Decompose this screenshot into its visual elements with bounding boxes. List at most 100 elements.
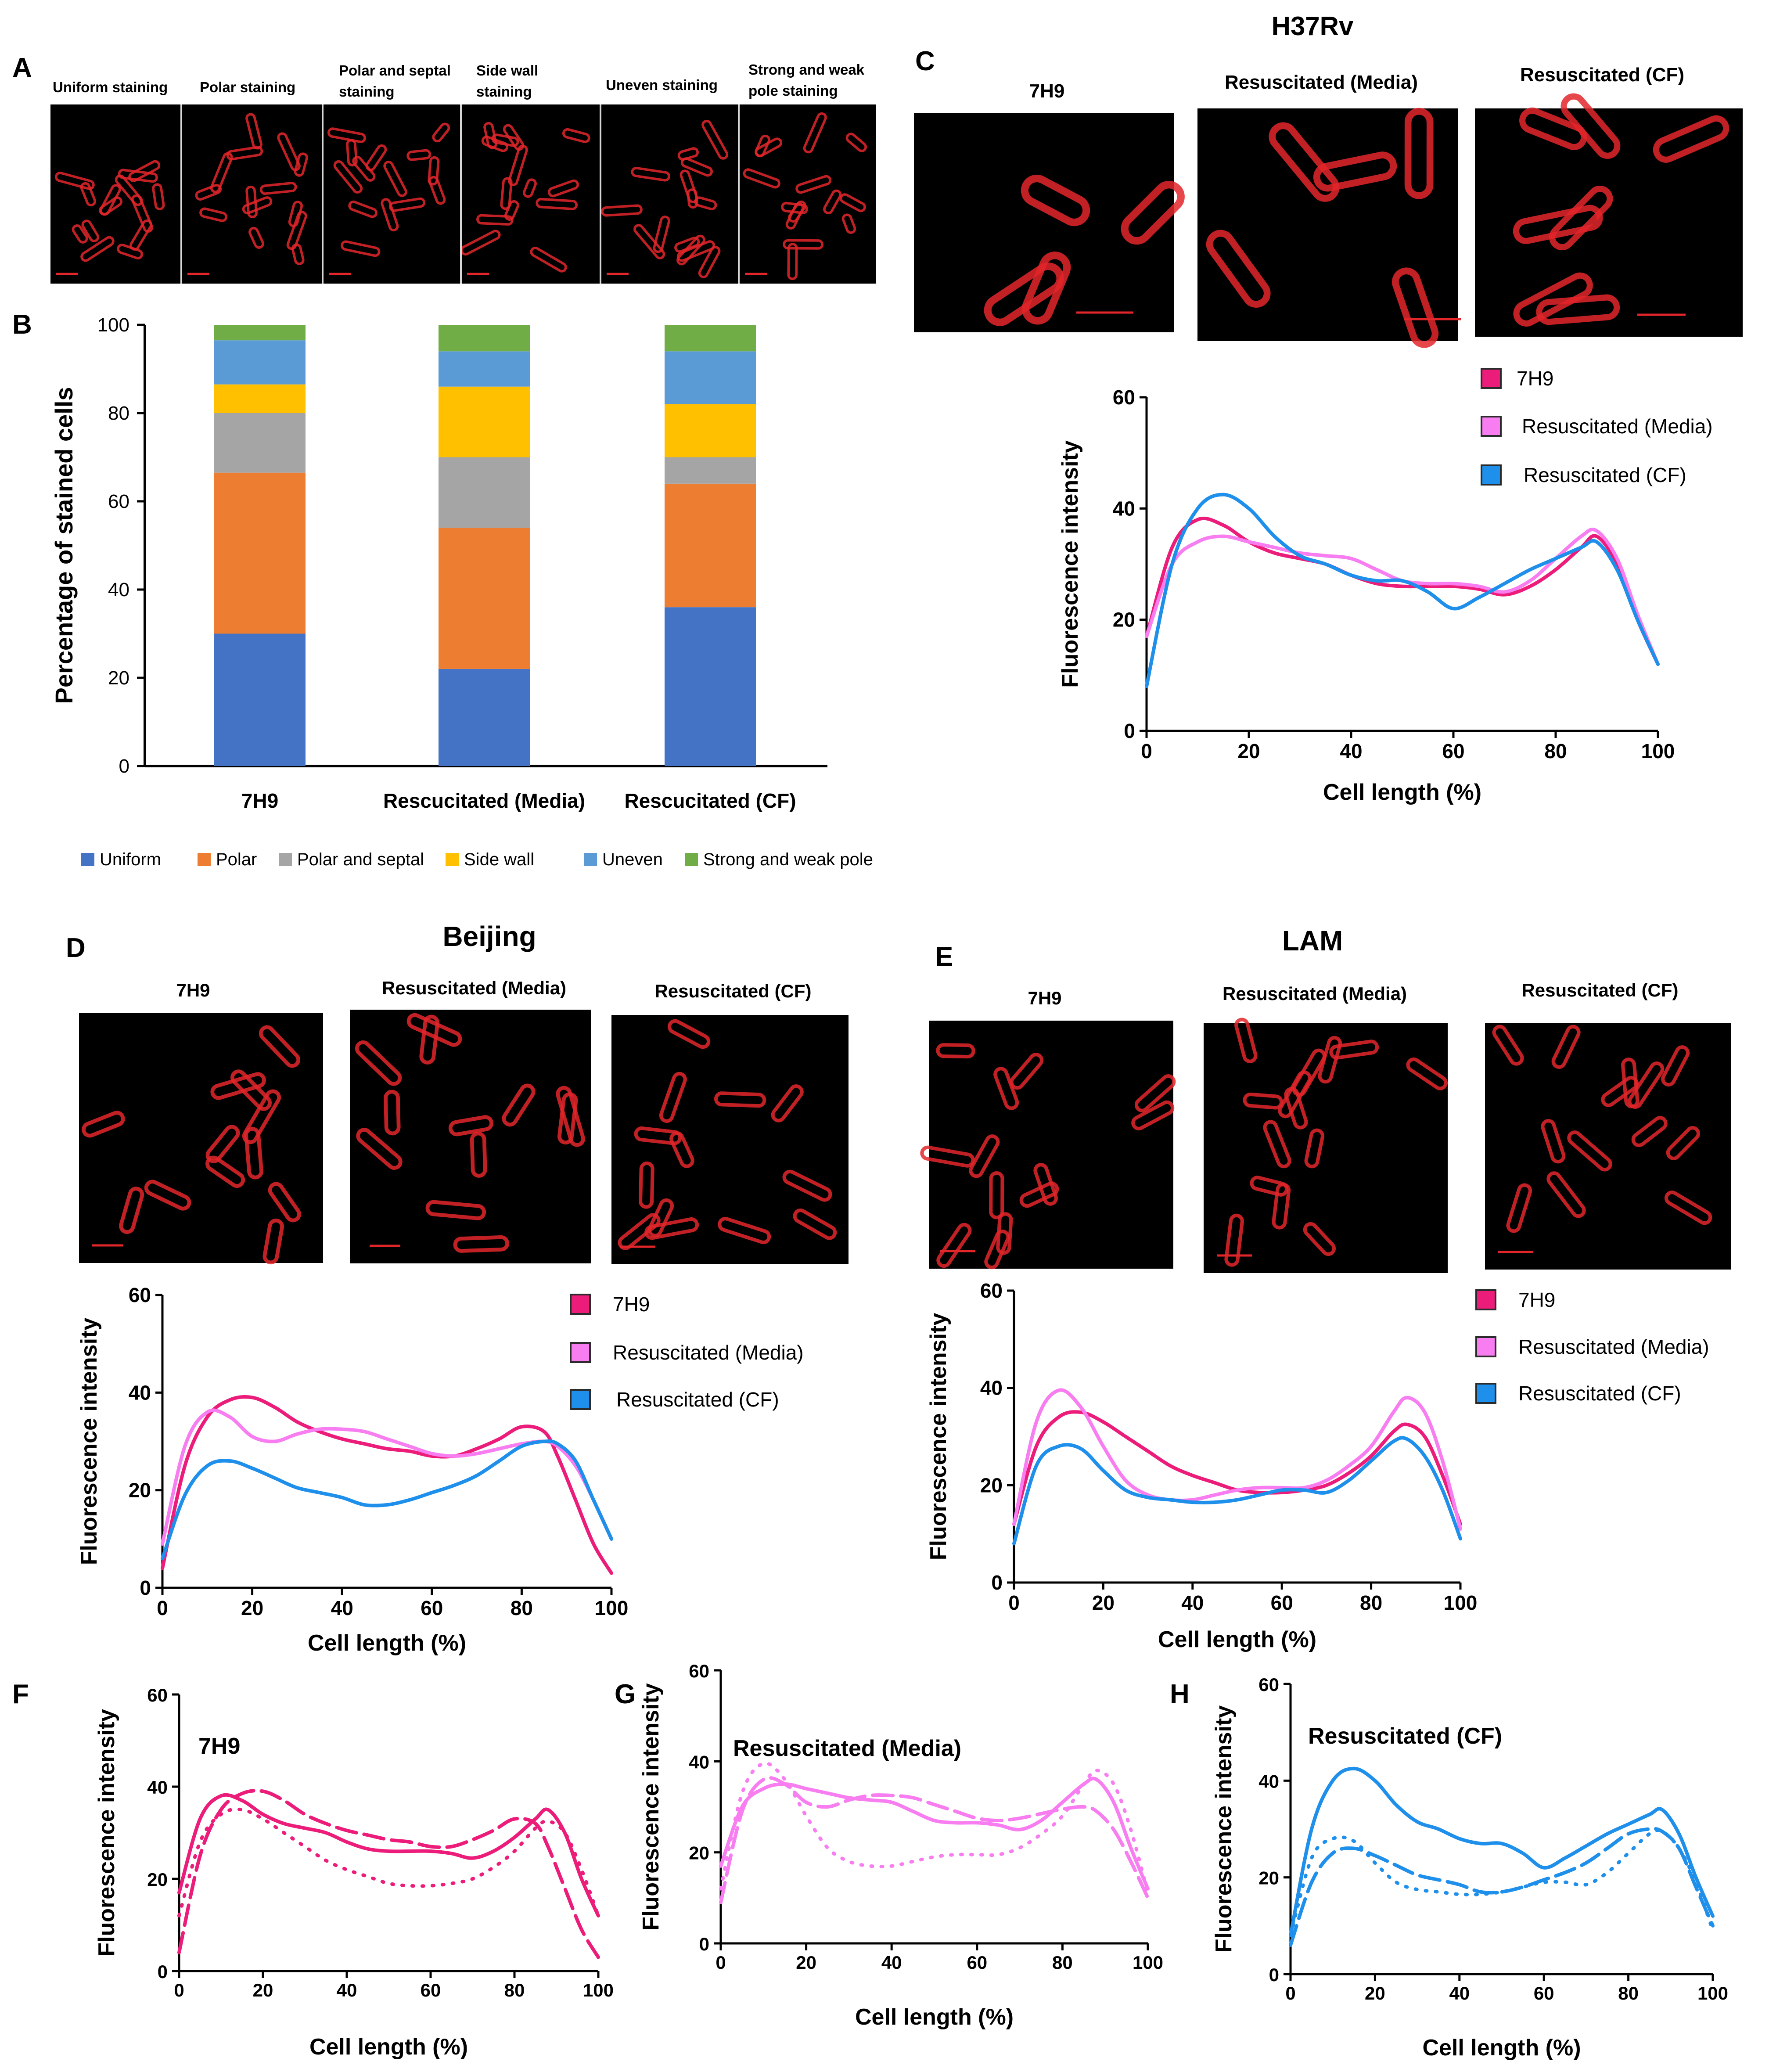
bacterium-cell [1506, 1183, 1532, 1233]
bacterium-cell [80, 236, 115, 262]
h-y-tick-label: 40 [1258, 1771, 1279, 1791]
bacterium-cell [81, 219, 100, 242]
c-series-line [1145, 527, 1660, 666]
bacterium-cell [500, 177, 513, 210]
e-strain-title: LAM [1282, 925, 1343, 957]
bacterium-cell [1243, 1092, 1284, 1110]
g-series-line [719, 1761, 1150, 1895]
a-images-background [324, 105, 460, 283]
h-y-tick-label: 20 [1258, 1868, 1279, 1889]
bacterium-cell [448, 1115, 494, 1137]
h-y-axis-title: Fluorescence intensity [1211, 1705, 1237, 1953]
f-y-tick-label: 0 [158, 1961, 168, 1982]
d-series-line [161, 1395, 613, 1575]
b-bar-segment [665, 457, 756, 484]
e-series-line [1012, 1436, 1462, 1546]
g-y-tick-label: 20 [689, 1843, 709, 1863]
bacterium-cell [785, 202, 804, 230]
bacterium-cell [210, 152, 233, 193]
bacterium-cell [199, 207, 228, 222]
bacterium-cell [294, 152, 308, 177]
bacterium-cell [1272, 1183, 1291, 1230]
bacterium-cell [432, 122, 450, 143]
d-x-tick-label: 80 [511, 1597, 533, 1619]
b-y-axis-title: Percentage of stained cells [50, 387, 78, 704]
bacterium-cell [210, 1072, 266, 1100]
bacterium-cell [99, 184, 121, 216]
panel-d-chart: 0 20 40 60 0 20 40 60 80 100 Cell length (%) Fluore… [76, 1284, 628, 1656]
g-series-line [719, 1777, 1150, 1891]
bacterium-cell [355, 1040, 402, 1086]
bacterium-cell [1628, 1061, 1665, 1109]
legend-swatch [1481, 368, 1502, 389]
bacterium-cell [384, 1090, 401, 1136]
panel-letter-f: F [12, 1679, 29, 1709]
b-bar-segment [439, 386, 530, 457]
b-bar-segment [439, 325, 530, 352]
h-y-tick-label: 0 [1269, 1964, 1279, 1985]
b-y-tick-label: 40 [108, 579, 129, 601]
c-y-axis-title: Fluorescence intensity [1057, 440, 1083, 688]
bacterium-cell [1551, 1025, 1581, 1069]
bacterium-cell [226, 146, 263, 161]
bacterium-cell [781, 201, 808, 215]
bacterium-cell [1664, 1191, 1712, 1225]
bacterium-cell [547, 179, 579, 198]
e-x-tick-label: 80 [1360, 1591, 1382, 1614]
bacterium-cell [453, 1235, 510, 1253]
b-bar-segment [439, 669, 530, 766]
g-x-tick-label: 0 [716, 1952, 726, 1973]
f-x-tick-label: 40 [337, 1980, 357, 2000]
d-series-line [161, 1439, 613, 1561]
bacterium-cell [787, 243, 798, 281]
legend-label: Resuscitated (Media) [1518, 1335, 1709, 1358]
b-bar-segment [214, 340, 306, 385]
c-y-tick-label: 20 [1113, 608, 1135, 631]
h-title: Resuscitated (CF) [1308, 1723, 1502, 1749]
c-images-background [1197, 108, 1458, 341]
g-x-tick-label: 100 [1133, 1952, 1163, 1973]
bacterium-cell [633, 224, 665, 259]
bacterium-cell [291, 243, 305, 265]
d-x-axis-title: Cell length (%) [308, 1630, 466, 1656]
d-label-cf: Resuscitated (CF) [654, 981, 811, 1001]
g-y-axis-title: Fluorescence intensity [638, 1683, 664, 1931]
bacterium-cell [1653, 115, 1729, 163]
bacterium-cell [989, 1171, 1004, 1219]
h-series-line [1289, 1766, 1715, 1937]
c-label-cf: Resuscitated (CF) [1520, 64, 1684, 86]
bacterium-cell [1661, 1045, 1690, 1086]
bacterium-cell [1234, 1018, 1258, 1063]
bacterium-cell [381, 198, 399, 232]
e-y-tick-label: 20 [980, 1474, 1003, 1496]
bacterium-cell [714, 1091, 766, 1108]
bacterium-cell [845, 133, 867, 152]
bacterium-cell [803, 112, 827, 154]
bacterium-cell [406, 149, 431, 161]
legend-label: Resuscitated (CF) [1524, 464, 1686, 486]
c-label-7h9: 7H9 [1029, 80, 1065, 102]
h-x-tick-label: 20 [1365, 1983, 1385, 2004]
bacterium-cell [425, 1200, 486, 1220]
bacterium-cell [1206, 230, 1271, 308]
d-images-background [350, 1010, 591, 1263]
bacterium-cell [1541, 1119, 1566, 1164]
bacterium-cell [755, 137, 783, 158]
d-y-tick-label: 0 [140, 1576, 151, 1599]
bacterium-cell [653, 216, 670, 253]
bacterium-cell [562, 128, 590, 144]
bacterium-cell [996, 1212, 1013, 1255]
d-label-7h9: 7H9 [176, 980, 210, 1000]
g-y-tick-label: 40 [689, 1752, 709, 1772]
e-y-tick-label: 60 [980, 1279, 1003, 1302]
h-x-tick-label: 60 [1534, 1983, 1554, 2004]
b-y-tick-label: 20 [108, 667, 129, 689]
a-label-uneven: Uneven staining [606, 77, 718, 93]
bacterium-cell [1560, 93, 1621, 159]
b-bar-segment [665, 351, 756, 404]
c-x-tick-label: 0 [1141, 740, 1152, 763]
d-images-background [79, 1013, 323, 1263]
bacterium-cell [389, 197, 426, 212]
bacterium-cell [984, 262, 1064, 326]
bacterium-cell [288, 201, 303, 227]
